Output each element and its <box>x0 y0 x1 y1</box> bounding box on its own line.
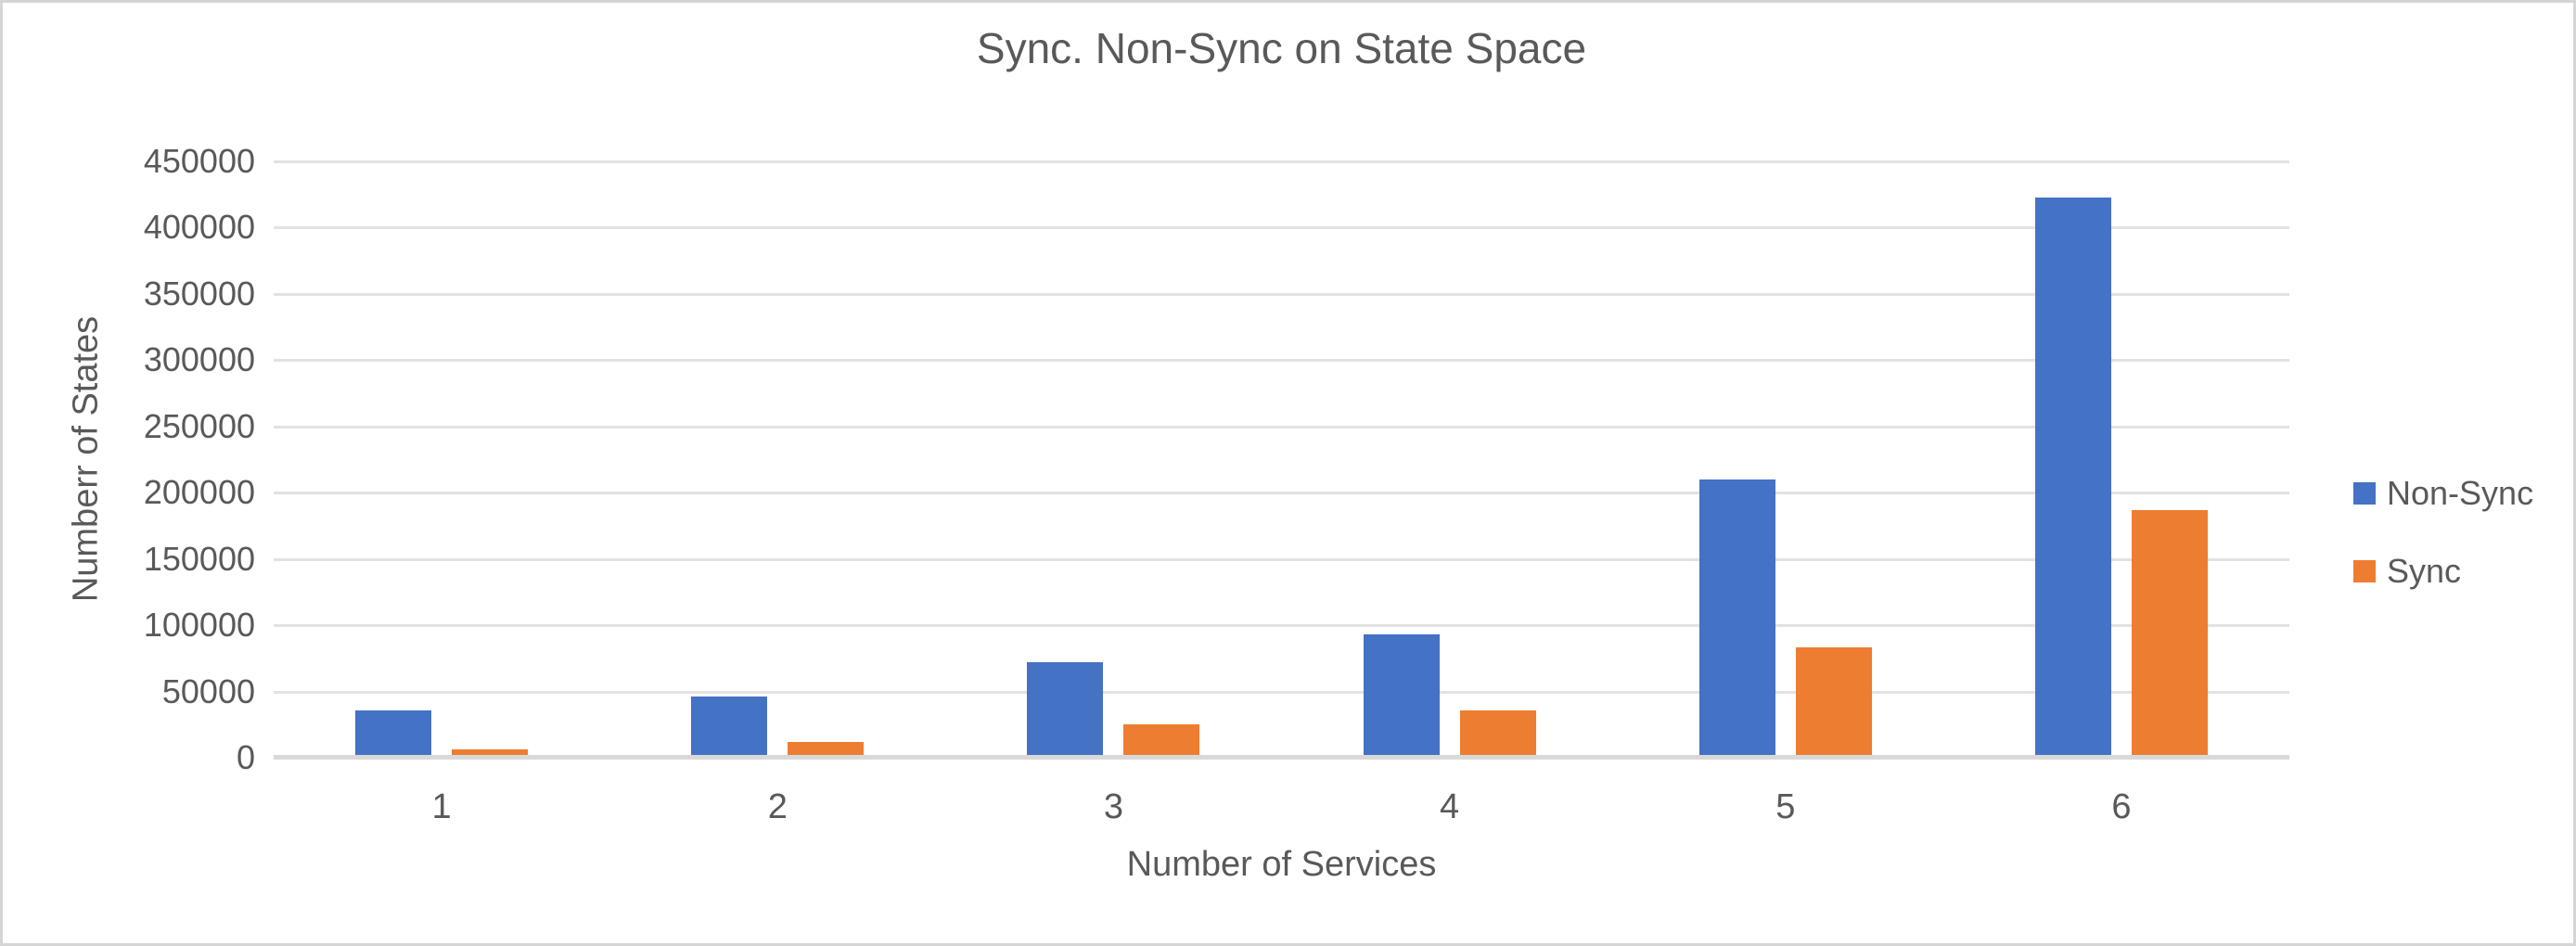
x-tick-label-3: 3 <box>1103 787 1123 826</box>
category-group-2 <box>609 161 945 758</box>
bar-sync-6 <box>2131 509 2208 758</box>
gridline-450000 <box>274 160 2289 163</box>
x-tick-label-6: 6 <box>2111 787 2132 826</box>
category-group-5 <box>1618 161 1954 758</box>
y-tick-label-400000: 400000 <box>143 208 255 247</box>
gridline-400000 <box>274 226 2289 230</box>
category-group-1 <box>274 161 609 758</box>
legend-label-sync: Sync <box>2387 552 2462 590</box>
y-tick-label-0: 0 <box>236 738 255 776</box>
bar-sync-1 <box>452 749 529 758</box>
gridline-50000 <box>274 690 2289 694</box>
x-tick-label-4: 4 <box>1440 787 1460 826</box>
category-group-3 <box>945 161 1281 758</box>
gridline-350000 <box>274 292 2289 296</box>
x-tick-label-1: 1 <box>431 787 452 826</box>
y-tick-label-150000: 150000 <box>143 539 255 578</box>
bar-sync-3 <box>1123 724 1200 758</box>
y-tick-label-100000: 100000 <box>143 606 255 645</box>
plot-area <box>274 160 2289 760</box>
gridline-300000 <box>274 359 2289 363</box>
y-tick-label-250000: 250000 <box>143 406 255 445</box>
x-axis-line <box>274 755 2289 760</box>
sync-swatch-icon <box>2353 560 2376 582</box>
bar-non-sync-1 <box>355 710 432 758</box>
x-axis-title: Number of Services <box>1126 845 1437 884</box>
legend-item-non-sync: Non-Sync <box>2353 474 2533 513</box>
bars-row <box>274 161 2289 758</box>
category-group-4 <box>1282 161 1618 758</box>
non-sync-swatch-icon <box>2353 482 2376 505</box>
category-group-6 <box>1954 161 2289 758</box>
legend-label-non-sync: Non-Sync <box>2387 474 2534 512</box>
y-tick-label-350000: 350000 <box>143 274 255 313</box>
x-tick-label-2: 2 <box>767 787 788 826</box>
gridline-250000 <box>274 425 2289 428</box>
bar-sync-5 <box>1795 647 1872 758</box>
bar-sync-4 <box>1459 710 1536 758</box>
y-tick-label-200000: 200000 <box>143 473 255 512</box>
bar-non-sync-4 <box>1363 634 1440 758</box>
bar-non-sync-6 <box>2034 197 2111 758</box>
y-tick-label-50000: 50000 <box>161 671 255 710</box>
gridline-200000 <box>274 492 2289 495</box>
y-tick-label-450000: 450000 <box>143 142 255 180</box>
legend: Non-Sync Sync <box>2353 474 2533 591</box>
legend-item-sync: Sync <box>2353 552 2533 591</box>
bar-sync-2 <box>788 741 865 758</box>
bar-non-sync-5 <box>1698 479 1775 758</box>
y-tick-label-300000: 300000 <box>143 340 255 379</box>
gridline-150000 <box>274 557 2289 561</box>
gridline-100000 <box>274 624 2289 628</box>
chart-title: Sync. Non-Sync on State Space <box>976 24 1587 72</box>
x-tick-label-5: 5 <box>1775 787 1796 826</box>
bar-non-sync-3 <box>1027 662 1104 758</box>
y-axis-tick-labels: 450000 400000 350000 300000 250000 200000 1500… <box>3 142 255 776</box>
x-axis-tick-labels: 1 2 3 4 5 6 <box>274 787 2289 827</box>
bar-non-sync-2 <box>691 697 768 758</box>
